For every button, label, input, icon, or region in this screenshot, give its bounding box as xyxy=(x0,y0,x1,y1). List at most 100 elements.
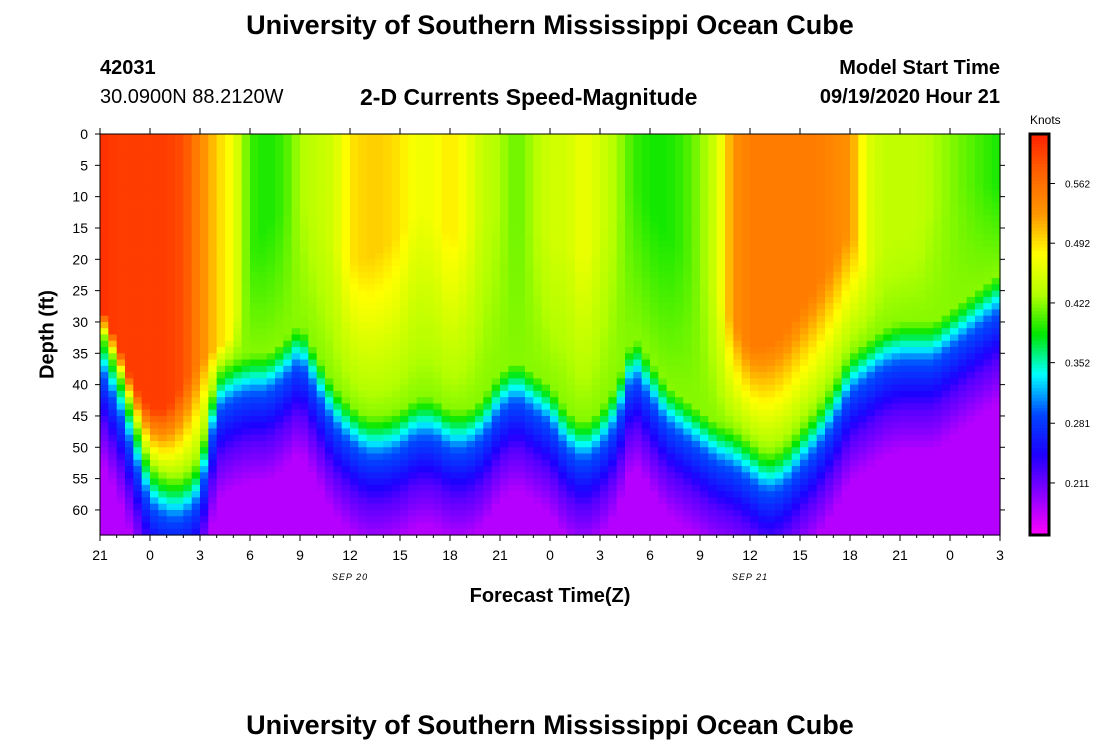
heatmap-cell xyxy=(583,509,593,517)
heatmap-cell xyxy=(475,246,484,254)
heatmap-cell xyxy=(516,397,526,405)
heatmap-cell xyxy=(425,196,434,204)
heatmap-cell xyxy=(600,165,609,173)
heatmap-cell xyxy=(466,415,476,423)
heatmap-cell xyxy=(700,309,709,317)
heatmap-cell xyxy=(233,171,243,179)
heatmap-cell xyxy=(225,259,234,267)
heatmap-cell xyxy=(491,202,501,210)
heatmap-cell xyxy=(691,403,701,411)
heatmap-cell xyxy=(175,271,184,279)
heatmap-cell xyxy=(708,202,718,210)
heatmap-cell xyxy=(491,378,501,386)
heatmap-cell xyxy=(325,434,334,442)
heatmap-cell xyxy=(416,522,426,530)
heatmap-cell xyxy=(158,403,168,411)
heatmap-cell xyxy=(308,221,318,229)
heatmap-cell xyxy=(366,466,376,473)
heatmap-cell xyxy=(200,516,209,524)
heatmap-cell xyxy=(358,240,368,248)
heatmap-cell xyxy=(633,309,643,317)
heatmap-cell xyxy=(158,466,168,473)
heatmap-cell xyxy=(366,171,376,179)
heatmap-cell xyxy=(375,296,384,304)
heatmap-cell xyxy=(166,296,176,304)
heatmap-cell xyxy=(266,384,276,392)
heatmap-cell xyxy=(250,453,259,461)
heatmap-cell xyxy=(516,365,526,373)
heatmap-cell xyxy=(500,290,509,298)
heatmap-cell xyxy=(700,466,709,473)
heatmap-cell xyxy=(325,390,334,398)
heatmap-cell xyxy=(616,528,626,536)
heatmap-cell xyxy=(641,491,651,499)
heatmap-cell xyxy=(425,497,434,505)
heatmap-cell xyxy=(200,209,209,217)
heatmap-cell xyxy=(408,522,418,530)
heatmap-cell xyxy=(483,403,493,411)
heatmap-cell xyxy=(700,165,709,173)
heatmap-cell xyxy=(341,522,351,530)
heatmap-cell xyxy=(708,478,718,486)
heatmap-cell xyxy=(533,265,543,273)
heatmap-cell xyxy=(575,271,584,279)
heatmap-cell xyxy=(550,415,559,423)
heatmap-cell xyxy=(525,353,534,361)
heatmap-cell xyxy=(475,372,484,379)
heatmap-cell xyxy=(300,340,309,348)
heatmap-cell xyxy=(591,472,601,480)
heatmap-cell xyxy=(383,190,393,198)
heatmap-cell xyxy=(183,259,193,267)
heatmap-cell xyxy=(541,259,551,267)
heatmap-cell xyxy=(633,528,643,536)
heatmap-cell xyxy=(608,309,618,317)
heatmap-cell xyxy=(500,296,509,304)
heatmap-cell xyxy=(691,209,701,217)
heatmap-cell xyxy=(216,491,226,499)
heatmap-cell xyxy=(683,403,693,411)
heatmap-cell xyxy=(641,184,651,191)
heatmap-cell xyxy=(166,516,176,524)
heatmap-cell xyxy=(333,491,343,499)
heatmap-cell xyxy=(366,321,376,329)
heatmap-cell xyxy=(300,378,309,386)
heatmap-cell xyxy=(525,422,534,430)
heatmap-cell xyxy=(425,378,434,386)
heatmap-cell xyxy=(258,434,268,442)
heatmap-cell xyxy=(391,159,401,166)
heatmap-cell xyxy=(333,334,343,342)
heatmap-cell xyxy=(491,365,501,373)
heatmap-cell xyxy=(100,309,109,317)
heatmap-cell xyxy=(733,516,743,524)
heatmap-cell xyxy=(508,296,518,304)
heatmap-cell xyxy=(458,171,468,179)
heatmap-cell xyxy=(625,472,634,480)
heatmap-cell xyxy=(491,227,501,235)
heatmap-cell xyxy=(100,415,109,423)
heatmap-cell xyxy=(350,152,359,160)
heatmap-cell xyxy=(691,253,701,260)
heatmap-cell xyxy=(341,334,351,342)
heatmap-cell xyxy=(183,497,193,505)
heatmap-cell xyxy=(583,340,593,348)
heatmap-cell xyxy=(208,397,218,405)
heatmap-cell xyxy=(483,259,493,267)
heatmap-cell xyxy=(575,384,584,392)
heatmap-cell xyxy=(500,184,509,191)
heatmap-cell xyxy=(333,165,343,173)
heatmap-cell xyxy=(341,315,351,323)
heatmap-cell xyxy=(583,240,593,248)
heatmap-cell xyxy=(400,397,409,405)
heatmap-cell xyxy=(433,453,443,461)
heatmap-cell xyxy=(725,422,734,430)
heatmap-cell xyxy=(391,140,401,148)
heatmap-cell xyxy=(725,152,734,160)
heatmap-cell xyxy=(333,171,343,179)
heatmap-cell xyxy=(141,390,151,398)
heatmap-cell xyxy=(108,478,118,486)
heatmap-cell xyxy=(358,221,368,229)
heatmap-cell xyxy=(575,321,584,329)
heatmap-cell xyxy=(708,271,718,279)
heatmap-cell xyxy=(650,516,659,524)
heatmap-cell xyxy=(658,353,668,361)
